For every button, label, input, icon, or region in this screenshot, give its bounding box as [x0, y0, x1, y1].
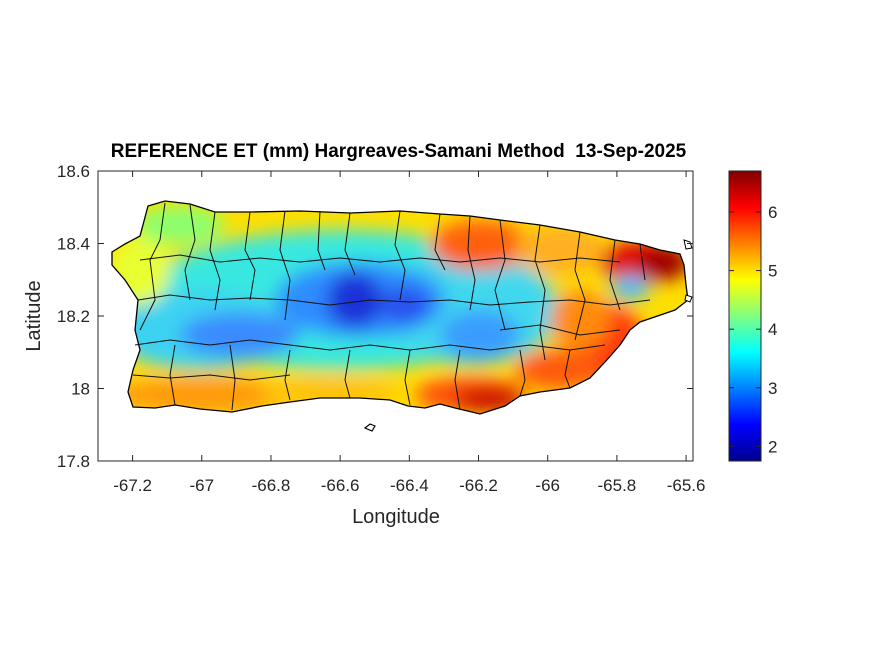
colorbar: [728, 170, 762, 462]
colorbar-tick-label: 3: [768, 379, 777, 398]
colorbar-tick-label: 2: [768, 437, 777, 456]
x-tick-label: -66: [535, 476, 560, 495]
colorbar-tick-label: 6: [768, 203, 777, 222]
colorbar-ticks: 2 3 4 5 6: [729, 203, 777, 456]
caja-de-muertos-island: [363, 423, 376, 432]
x-tick-label: -66.4: [390, 476, 429, 495]
x-tick-label: -65.8: [598, 476, 637, 495]
y-tick-label: 18: [71, 380, 90, 399]
x-tick-label: -66.2: [459, 476, 498, 495]
municipality-boundaries: [132, 202, 651, 411]
y-tick-label: 18.2: [57, 307, 90, 326]
y-tick-label: 18.4: [57, 235, 90, 254]
x-tick-label: -65.6: [667, 476, 706, 495]
et-heatmap: [112, 201, 688, 414]
x-tick-label: -67.2: [113, 476, 152, 495]
east-islet-2: [684, 294, 693, 303]
x-axis: -67.2 -67 -66.8 -66.6 -66.4 -66.2 -66 -65.8 -65.…: [113, 171, 705, 495]
y-axis: 18.6 18.4 18.2 18 17.8: [57, 162, 693, 471]
y-tick-label: 17.8: [57, 452, 90, 471]
east-islet: [683, 239, 693, 250]
map-title: REFERENCE ET (mm) Hargreaves-Samani Meth…: [110, 141, 687, 162]
colorbar-tick-label: 5: [768, 262, 777, 281]
y-axis-label: Latitude: [23, 280, 45, 351]
x-axis-label: Longitude: [352, 506, 440, 528]
x-tick-label: -67: [189, 476, 214, 495]
y-tick-label: 18.6: [57, 162, 90, 181]
colorbar-tick-label: 4: [768, 320, 777, 339]
x-tick-label: -66.6: [321, 476, 360, 495]
x-tick-label: -66.8: [252, 476, 291, 495]
